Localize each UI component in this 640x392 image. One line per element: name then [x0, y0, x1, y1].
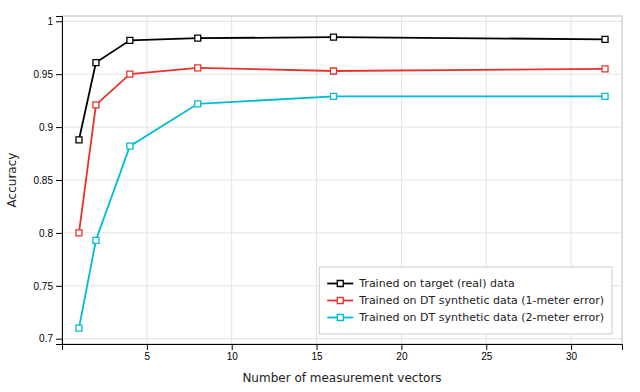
series-marker	[127, 143, 133, 149]
series-marker	[602, 93, 608, 99]
grid-line-y	[62, 21, 622, 22]
y-tick-mark	[56, 286, 62, 287]
x-tick: 20	[396, 344, 408, 362]
series-marker	[76, 137, 82, 143]
series-line	[79, 68, 605, 233]
chart: 5 10 15 20 25 30 0.7 0.75 0.8 0.85 0.9 0.95 1 Number …	[0, 0, 640, 392]
chart-container: 5 10 15 20 25 30 0.7 0.75 0.8 0.85 0.9 0.95 1 Number …	[0, 0, 640, 392]
y-tick-label: 0.8	[39, 228, 53, 239]
x-tick-label: 15	[311, 351, 323, 362]
legend-swatch-marker	[337, 298, 343, 304]
x-tick-mark	[401, 344, 402, 350]
y-tick: 0.7	[39, 333, 62, 344]
x-tick: 5	[145, 344, 151, 362]
series-marker	[195, 101, 201, 107]
grid-line-y	[62, 338, 622, 339]
y-tick: 0.75	[34, 281, 62, 292]
legend-swatch-marker	[337, 315, 343, 321]
legend-label: Trained on target (real) data	[358, 277, 514, 290]
legend-item: Trained on target (real) data	[327, 277, 514, 290]
series-marker	[602, 36, 608, 42]
grid-line-y	[62, 180, 622, 181]
x-tick-label: 20	[396, 351, 408, 362]
plot-frame	[62, 16, 622, 344]
series-marker	[93, 237, 99, 243]
grid-line-y	[62, 232, 622, 233]
y-tick-mark	[56, 74, 62, 75]
x-tick: 10	[227, 344, 239, 362]
x-tick-mark	[232, 344, 233, 350]
legend-swatch-marker	[337, 281, 343, 287]
x-tick-mark	[571, 344, 572, 350]
legend-label: Trained on DT synthetic data (2-meter er…	[358, 311, 604, 324]
series-marker	[195, 35, 201, 41]
legend-item: Trained on DT synthetic data (1-meter er…	[327, 294, 604, 307]
series-marker	[331, 34, 337, 40]
series-marker	[93, 102, 99, 108]
series-line	[79, 37, 605, 140]
y-tick-mark	[56, 21, 62, 22]
x-tick-label: 25	[481, 351, 493, 362]
x-tick-label: 30	[566, 351, 578, 362]
y-axis-title: Accuracy	[5, 153, 19, 208]
y-tick-label: 0.7	[39, 333, 53, 344]
legend-label: Trained on DT synthetic data (1-meter er…	[358, 294, 604, 307]
y-tick: 0.8	[39, 228, 62, 239]
series-marker	[331, 93, 337, 99]
series-marker	[127, 71, 133, 77]
y-tick-label: 0.9	[39, 122, 53, 133]
x-tick-mark	[486, 344, 487, 350]
x-axis: 5 10 15 20 25 30	[63, 344, 623, 362]
x-tick-label: 10	[227, 351, 239, 362]
y-axis: 0.7 0.75 0.8 0.85 0.9 0.95 1	[34, 16, 63, 345]
x-tick: 25	[481, 344, 493, 362]
legend: Trained on target (real) data Trained on …	[319, 267, 612, 334]
series-marker	[195, 65, 201, 71]
y-tick-label: 0.95	[34, 69, 54, 80]
series-marker	[76, 325, 82, 331]
x-axis-title: Number of measurement vectors	[242, 371, 441, 385]
grid-line-y	[62, 127, 622, 128]
y-tick-mark	[56, 127, 62, 128]
y-tick: 1	[47, 16, 62, 27]
series-marker	[602, 66, 608, 72]
y-tick-label: 0.85	[34, 175, 54, 186]
grid-line-y	[62, 74, 622, 75]
y-tick-label: 1	[47, 16, 53, 27]
grid	[62, 16, 622, 344]
x-tick: 30	[566, 344, 578, 362]
y-tick: 0.85	[34, 175, 62, 186]
series-marker	[76, 230, 82, 236]
y-tick-mark	[56, 339, 62, 340]
y-axis-line	[56, 17, 63, 345]
x-tick-mark	[317, 344, 318, 350]
legend-item: Trained on DT synthetic data (2-meter er…	[327, 311, 604, 324]
series-marker	[93, 60, 99, 66]
series-marker	[127, 37, 133, 43]
y-tick-label: 0.75	[34, 281, 54, 292]
series-marker	[331, 68, 337, 74]
x-tick-label: 5	[145, 351, 151, 362]
y-tick: 0.95	[34, 69, 62, 80]
x-tick-mark	[147, 344, 148, 350]
x-tick: 15	[311, 344, 323, 362]
x-axis-line	[63, 345, 623, 351]
y-tick: 0.9	[39, 122, 62, 133]
legend-box	[319, 267, 612, 334]
y-tick-mark	[56, 180, 62, 181]
y-tick-mark	[56, 233, 62, 234]
